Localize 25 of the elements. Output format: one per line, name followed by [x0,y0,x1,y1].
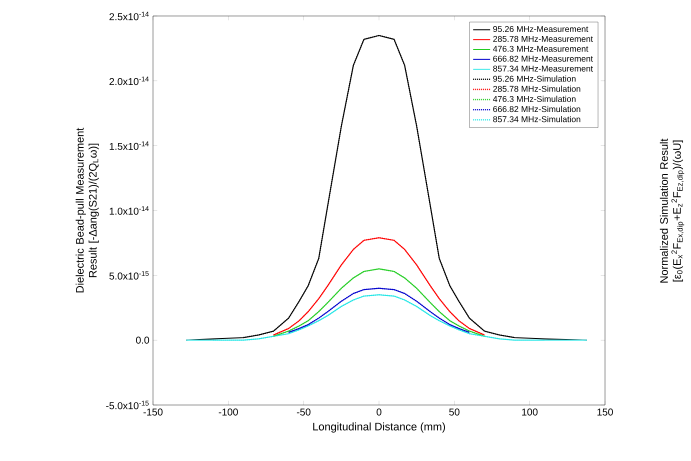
legend-label: 95.26 MHz-Simulation [493,76,576,82]
legend-label: 95.26 MHz-Measurement [493,26,588,32]
y-tick-label: -5.0x10$^{-15}$ [106,400,149,410]
y-tick-label: 0.0 [136,336,150,344]
x-tick-label: -50 [296,408,310,416]
x-tick-label: -100 [218,408,238,416]
legend-label: 285.78 MHz-Measurement [493,36,593,42]
y-tick-label: 5.0x10$^{-15}$ [109,271,149,280]
legend-label: 285.78 MHz-Simulation [493,86,580,92]
x-tick-label: -150 [143,408,163,416]
x-tick-label: 50 [449,408,460,416]
legend-label: 666.82 MHz-Simulation [493,106,580,112]
legend-label: 476.3 MHz-Measurement [492,46,588,52]
y-tick-label: 1.5x10$^{-14}$ [110,141,149,150]
y-tick-label: 2.0x10$^{-14}$ [109,76,149,86]
legend-label: 666.82 MHz-Measurement [493,56,593,62]
x-tick-label: 150 [597,408,613,416]
legend-label: 476.3 MHz-Simulation [492,96,576,102]
x-tick-label: 100 [522,408,538,416]
x-tick-label: 0 [376,408,382,416]
y-tick-label: 2.5x10$^{-14}$ [109,12,149,20]
x-axis-title: Longitudinal Distance (mm) [313,422,445,433]
legend-label: 857.34 MHz-Simulation [493,116,580,122]
y-tick-label: 1.0x10$^{-14}$ [110,206,149,215]
legend-label: 857.34 MHz-Measurement [493,66,593,72]
